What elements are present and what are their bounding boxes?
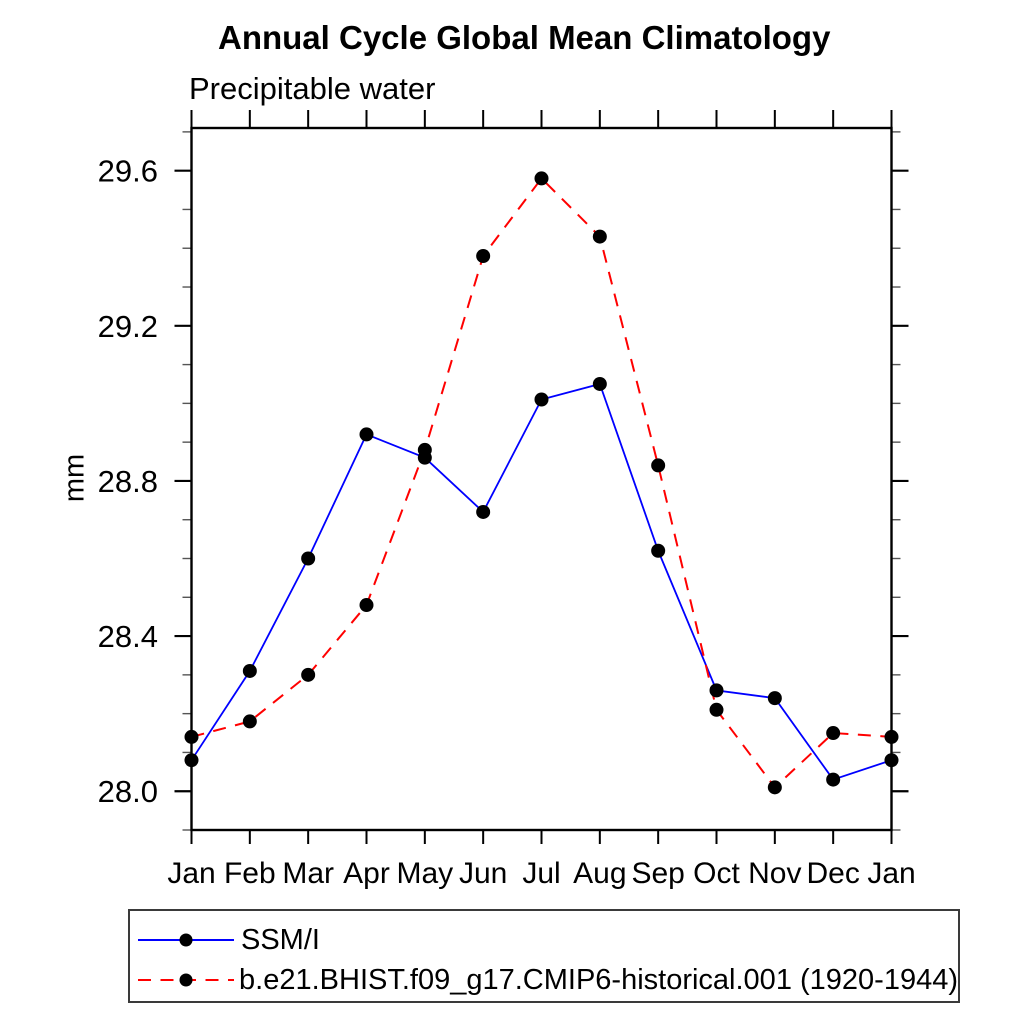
data-point-model — [534, 171, 549, 186]
data-point-ssmi — [359, 427, 374, 442]
x-tick-label: Feb — [224, 857, 276, 890]
data-point-ssmi — [826, 772, 841, 787]
data-point-ssmi — [767, 691, 782, 706]
legend-item-model: b.e21.BHIST.f09_g17.CMIP6-historical.001… — [130, 960, 958, 1000]
data-point-model — [884, 729, 899, 744]
data-point-ssmi — [534, 392, 549, 407]
data-point-model — [826, 726, 841, 741]
x-tick-label: Dec — [806, 857, 859, 890]
legend-label-model: b.e21.BHIST.f09_g17.CMIP6-historical.001… — [239, 963, 958, 996]
y-tick-label: 28.4 — [98, 619, 158, 654]
legend-item-ssmi: SSM/I — [130, 920, 958, 960]
x-tick-label: Nov — [748, 857, 801, 890]
data-point-model — [709, 702, 724, 717]
plot-frame — [190, 126, 893, 832]
y-tick-label: 28.8 — [98, 464, 158, 499]
legend: SSM/I b.e21.BHIST.f09_g17.CMIP6-historic… — [128, 909, 960, 1003]
y-tick-label: 29.6 — [98, 154, 158, 189]
series-line-ssmi — [190, 382, 892, 781]
x-tick-label: Jul — [522, 857, 560, 890]
x-tick-label: Jan — [167, 857, 215, 890]
legend-line-sample-solid — [138, 933, 234, 947]
data-point-ssmi — [884, 753, 899, 768]
x-tick-label: Mar — [282, 857, 334, 890]
data-point-model — [301, 667, 316, 682]
data-point-model — [359, 598, 374, 613]
x-tick-label: Jan — [867, 857, 915, 890]
data-point-ssmi — [476, 504, 491, 519]
data-point-model — [417, 442, 432, 457]
data-point-model — [767, 780, 782, 795]
data-point-model — [592, 229, 607, 244]
x-tick-label: Sep — [631, 857, 684, 890]
data-point-model — [184, 729, 199, 744]
x-tick-label: Oct — [693, 857, 740, 890]
x-tick-label: Aug — [573, 857, 626, 890]
legend-marker-dot-icon — [179, 933, 193, 947]
legend-label-ssmi: SSM/I — [241, 923, 320, 956]
data-point-ssmi — [184, 753, 199, 768]
data-point-ssmi — [301, 551, 316, 566]
data-point-ssmi — [709, 683, 724, 698]
x-tick-label: Jun — [459, 857, 507, 890]
legend-marker-dot-icon — [179, 973, 193, 987]
legend-line-sample-dashed — [138, 973, 234, 987]
y-tick-label: 29.2 — [98, 309, 158, 344]
data-point-model — [476, 248, 491, 263]
x-tick-label: Apr — [343, 857, 390, 890]
data-point-model — [242, 714, 257, 729]
x-tick-label: May — [396, 857, 453, 890]
data-point-model — [651, 458, 666, 473]
chart-title: Annual Cycle Global Mean Climatology — [218, 19, 831, 56]
data-point-ssmi — [651, 543, 666, 558]
data-point-ssmi — [592, 376, 607, 391]
series-line-model — [191, 176, 892, 789]
y-tick-label: 28.0 — [98, 774, 158, 809]
chart-subtitle: Precipitable water — [189, 71, 436, 106]
data-point-ssmi — [242, 663, 257, 678]
